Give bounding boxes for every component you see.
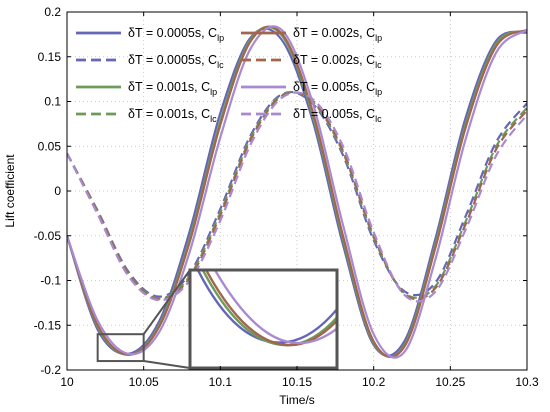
zoom-source-box: [96, 333, 145, 363]
zoom-inset-frame: [188, 268, 339, 370]
legend-label: δT = 0.002s, Clc: [293, 53, 382, 70]
y-tick-label: -0.2: [40, 363, 61, 377]
legend-label-subscript: lc: [217, 60, 224, 70]
legend-label-main: δT = 0.0005s, C: [128, 53, 217, 67]
legend-entry: δT = 0.005s, Clp: [241, 80, 382, 97]
y-tick-label: 0.15: [38, 50, 62, 64]
legend-label-main: δT = 0.005s, C: [293, 107, 375, 121]
y-tick-label: 0: [54, 184, 61, 198]
series-line-0: [67, 27, 527, 357]
legend-label-main: δT = 0.005s, C: [293, 80, 375, 94]
legend-label: δT = 0.005s, Clp: [293, 80, 382, 97]
legend-label: δT = 0.002s, Clp: [293, 26, 382, 43]
y-tick-label: 0.2: [44, 5, 61, 19]
x-tick-label: 10.2: [362, 375, 386, 389]
legend-entry: δT = 0.005s, Clc: [241, 107, 382, 124]
x-tick-label: 10.05: [129, 375, 159, 389]
legend-label-main: δT = 0.0005s, C: [128, 26, 217, 40]
series-line-7: [67, 91, 527, 303]
zoom-layer: [96, 268, 339, 370]
legend-label-subscript: lp: [375, 33, 382, 43]
legend-entry: δT = 0.001s, Clp: [76, 80, 217, 97]
axis-ticks: 10 10.05 10.1 10.15 10.2 10.25 10.3 -0.2 -0.15 -0…: [34, 5, 539, 389]
y-tick-label: -0.1: [40, 274, 61, 288]
zoom-connector-top: [142, 269, 191, 335]
legend-label-subscript: lp: [217, 33, 224, 43]
legend-entry: δT = 0.0005s, Clp: [76, 26, 224, 43]
y-tick-label: 0.05: [38, 139, 62, 153]
legend-entry: δT = 0.001s, Clc: [76, 107, 217, 124]
series-line-6: [67, 25, 527, 359]
legend-label: δT = 0.0005s, Clc: [128, 53, 224, 70]
legend-label-main: δT = 0.002s, C: [293, 26, 375, 40]
legend-label-main: δT = 0.001s, C: [128, 107, 210, 121]
zoom-connector-bottom: [143, 360, 191, 369]
legend-label-subscript: lc: [210, 114, 217, 124]
y-axis-label: Lift coefficient: [3, 154, 17, 228]
y-tick-label: -0.15: [34, 318, 62, 332]
legend-label-subscript: lp: [375, 87, 382, 97]
legend-entry: δT = 0.002s, Clp: [241, 26, 382, 43]
x-tick-label: 10.25: [435, 375, 465, 389]
x-tick-label: 10.1: [209, 375, 233, 389]
x-tick-label: 10.3: [515, 375, 539, 389]
x-tick-label: 10.15: [282, 375, 312, 389]
series-line-1: [67, 91, 527, 298]
legend-label-main: δT = 0.001s, C: [128, 80, 210, 94]
legend-label: δT = 0.001s, Clc: [128, 107, 217, 124]
legend-entry: δT = 0.002s, Clc: [241, 53, 382, 70]
legend-label-main: δT = 0.002s, C: [293, 53, 375, 67]
x-axis-label: Time/s: [279, 393, 315, 407]
legend-label: δT = 0.0005s, Clp: [128, 26, 224, 43]
x-tick-label: 10: [60, 375, 74, 389]
legend-entry: δT = 0.0005s, Clc: [76, 53, 224, 70]
legend-label-subscript: lp: [210, 87, 217, 97]
y-tick-label: 0.1: [44, 95, 61, 109]
series-layer: [67, 25, 527, 359]
series-line-4: [67, 25, 527, 358]
grid-lines: [67, 12, 527, 370]
y-tick-label: -0.05: [34, 229, 62, 243]
legend-label-subscript: lc: [375, 60, 382, 70]
legend-label-subscript: lc: [375, 114, 382, 124]
legend-label: δT = 0.005s, Clc: [293, 107, 382, 124]
legend-label: δT = 0.001s, Clp: [128, 80, 217, 97]
